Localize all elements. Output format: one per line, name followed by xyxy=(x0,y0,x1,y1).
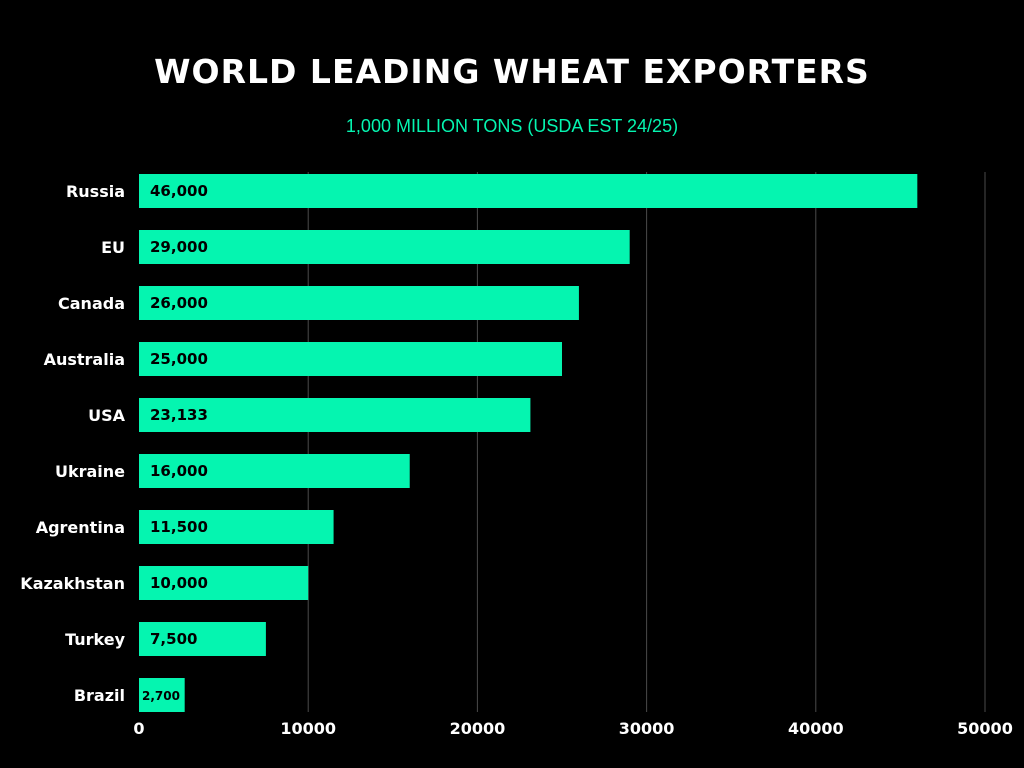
bar-eu xyxy=(139,230,630,264)
data-label: 29,000 xyxy=(150,238,208,256)
bar-ukraine xyxy=(139,454,410,488)
x-tick-label: 50000 xyxy=(957,719,1013,738)
bars xyxy=(139,174,918,712)
data-label: 26,000 xyxy=(150,294,208,312)
category-label: Kazakhstan xyxy=(20,574,125,593)
category-label: USA xyxy=(88,406,126,425)
data-label: 10,000 xyxy=(150,574,208,592)
category-label: EU xyxy=(101,238,125,257)
x-axis-tick-labels: 0 10000 20000 30000 40000 50000 xyxy=(133,719,1012,738)
data-label: 23,133 xyxy=(150,406,208,424)
bar-australia xyxy=(139,342,562,376)
category-label: Agrentina xyxy=(36,518,125,537)
category-label: Australia xyxy=(44,350,125,369)
data-label: 11,500 xyxy=(150,518,208,536)
bar-agrentina xyxy=(139,510,334,544)
chart-subtitle: 1,000 MILLION TONS (USDA EST 24/25) xyxy=(345,116,679,136)
data-label: 16,000 xyxy=(150,462,208,480)
x-tick-label: 20000 xyxy=(450,719,506,738)
data-labels: 46,000 29,000 26,000 25,000 23,133 16,000 11,5… xyxy=(142,182,208,703)
bar-canada xyxy=(139,286,579,320)
data-label: 25,000 xyxy=(150,350,208,368)
bar-turkey xyxy=(139,622,266,656)
x-tick-label: 30000 xyxy=(619,719,675,738)
data-label: 2,700 xyxy=(142,689,180,703)
bar-russia xyxy=(139,174,918,208)
chart-title: WORLD LEADING WHEAT EXPORTERS xyxy=(154,52,870,91)
data-label: 46,000 xyxy=(150,182,208,200)
bar-kazakhstan xyxy=(139,566,309,600)
category-label: Canada xyxy=(58,294,125,313)
bar-brazil xyxy=(139,678,185,712)
x-tick-label: 10000 xyxy=(280,719,336,738)
bar-usa xyxy=(139,398,531,432)
x-tick-label: 40000 xyxy=(788,719,844,738)
x-tick-label: 0 xyxy=(133,719,144,738)
data-label: 7,500 xyxy=(150,630,197,648)
category-label: Russia xyxy=(66,182,125,201)
category-label: Turkey xyxy=(65,630,126,649)
category-label: Ukraine xyxy=(55,462,125,481)
category-labels: Russia EU Canada Australia USA Ukraine Agrenti… xyxy=(20,182,125,705)
category-label: Brazil xyxy=(74,686,125,705)
